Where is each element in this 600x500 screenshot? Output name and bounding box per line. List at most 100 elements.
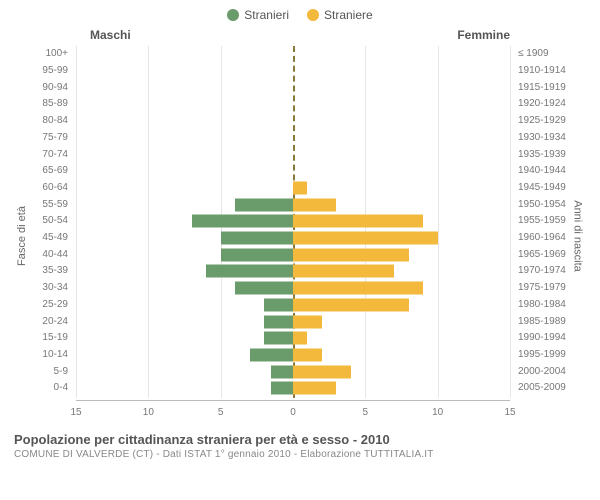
chart-area: Fasce di età Anni di nascita 100+95-9990… (20, 46, 580, 426)
age-row (76, 263, 510, 280)
chart-subtitle: COMUNE DI VALVERDE (CT) - Dati ISTAT 1° … (14, 449, 586, 460)
swatch-female (307, 9, 319, 21)
age-row (76, 230, 510, 247)
age-row (76, 79, 510, 96)
y-tick-right: 1960-1964 (512, 233, 580, 243)
y-tick-right: 1970-1974 (512, 266, 580, 276)
bar-female (293, 232, 438, 245)
x-tick-label: 10 (432, 407, 443, 418)
age-row (76, 63, 510, 80)
bar-female (293, 298, 409, 311)
y-tick-left: 5-9 (20, 367, 74, 377)
bar-female (293, 248, 409, 261)
chart-title: Popolazione per cittadinanza straniera p… (14, 432, 586, 447)
legend-item-male: Stranieri (227, 8, 289, 22)
y-tick-left: 45-49 (20, 233, 74, 243)
y-tick-left: 80-84 (20, 116, 74, 126)
age-row (76, 96, 510, 113)
age-row (76, 313, 510, 330)
age-row (76, 146, 510, 163)
panel-titles: Maschi Femmine (0, 28, 600, 46)
age-row (76, 213, 510, 230)
y-tick-right: 1985-1989 (512, 317, 580, 327)
y-tick-left: 35-39 (20, 266, 74, 276)
footer: Popolazione per cittadinanza straniera p… (0, 426, 600, 460)
bar-male (250, 348, 293, 361)
panel-title-left: Maschi (90, 28, 131, 42)
bar-male (206, 265, 293, 278)
x-tick-label: 5 (363, 407, 369, 418)
panel-title-right: Femmine (457, 28, 510, 42)
y-tick-left: 10-14 (20, 350, 74, 360)
plot-area (76, 46, 510, 398)
swatch-male (227, 9, 239, 21)
age-row (76, 130, 510, 147)
bar-male (235, 198, 293, 211)
bar-female (293, 382, 336, 395)
y-tick-left: 60-64 (20, 183, 74, 193)
bar-female (293, 365, 351, 378)
bar-female (293, 181, 307, 194)
age-row (76, 380, 510, 397)
legend-label-male: Stranieri (244, 8, 289, 22)
legend-label-female: Straniere (324, 8, 373, 22)
y-tick-left: 40-44 (20, 250, 74, 260)
bar-female (293, 332, 307, 345)
y-tick-left: 70-74 (20, 150, 74, 160)
y-tick-right: 1950-1954 (512, 200, 580, 210)
y-axis-left: 100+95-9990-9485-8980-8475-7970-7465-696… (20, 46, 74, 398)
bar-male (264, 332, 293, 345)
x-tick-label: 15 (504, 407, 515, 418)
y-tick-left: 85-89 (20, 99, 74, 109)
y-tick-right: 1915-1919 (512, 83, 580, 93)
bar-female (293, 348, 322, 361)
y-tick-right: 1965-1969 (512, 250, 580, 260)
y-tick-left: 100+ (20, 49, 74, 59)
age-row (76, 163, 510, 180)
bar-male (264, 315, 293, 328)
y-tick-left: 55-59 (20, 200, 74, 210)
bar-male (221, 232, 293, 245)
x-tick-label: 5 (218, 407, 224, 418)
y-tick-right: 1910-1914 (512, 66, 580, 76)
y-tick-left: 65-69 (20, 166, 74, 176)
bar-male (221, 248, 293, 261)
y-tick-left: 0-4 (20, 383, 74, 393)
bar-female (293, 215, 423, 228)
bar-male (235, 282, 293, 295)
y-tick-right: 1920-1924 (512, 99, 580, 109)
y-tick-left: 90-94 (20, 83, 74, 93)
age-row (76, 113, 510, 130)
y-tick-right: 1945-1949 (512, 183, 580, 193)
age-row (76, 246, 510, 263)
y-axis-right: ≤ 19091910-19141915-19191920-19241925-19… (512, 46, 580, 398)
legend: Stranieri Straniere (0, 0, 600, 28)
bar-male (192, 215, 293, 228)
bar-female (293, 315, 322, 328)
age-row (76, 280, 510, 297)
age-row (76, 180, 510, 197)
y-tick-right: 1930-1934 (512, 133, 580, 143)
gridline (510, 46, 511, 398)
y-tick-right: 1935-1939 (512, 150, 580, 160)
x-tick-label: 10 (143, 407, 154, 418)
age-row (76, 297, 510, 314)
y-tick-right: 1975-1979 (512, 283, 580, 293)
y-tick-left: 20-24 (20, 317, 74, 327)
y-tick-right: 1955-1959 (512, 216, 580, 226)
bar-female (293, 282, 423, 295)
x-tick-label: 0 (290, 407, 296, 418)
y-tick-right: 1925-1929 (512, 116, 580, 126)
y-tick-right: 1995-1999 (512, 350, 580, 360)
bar-female (293, 265, 394, 278)
age-row (76, 330, 510, 347)
y-tick-left: 15-19 (20, 333, 74, 343)
y-tick-right: 2005-2009 (512, 383, 580, 393)
bar-male (271, 365, 293, 378)
y-tick-right: 1990-1994 (512, 333, 580, 343)
age-row (76, 347, 510, 364)
bar-male (271, 382, 293, 395)
y-tick-left: 50-54 (20, 216, 74, 226)
y-tick-right: 2000-2004 (512, 367, 580, 377)
age-row (76, 196, 510, 213)
